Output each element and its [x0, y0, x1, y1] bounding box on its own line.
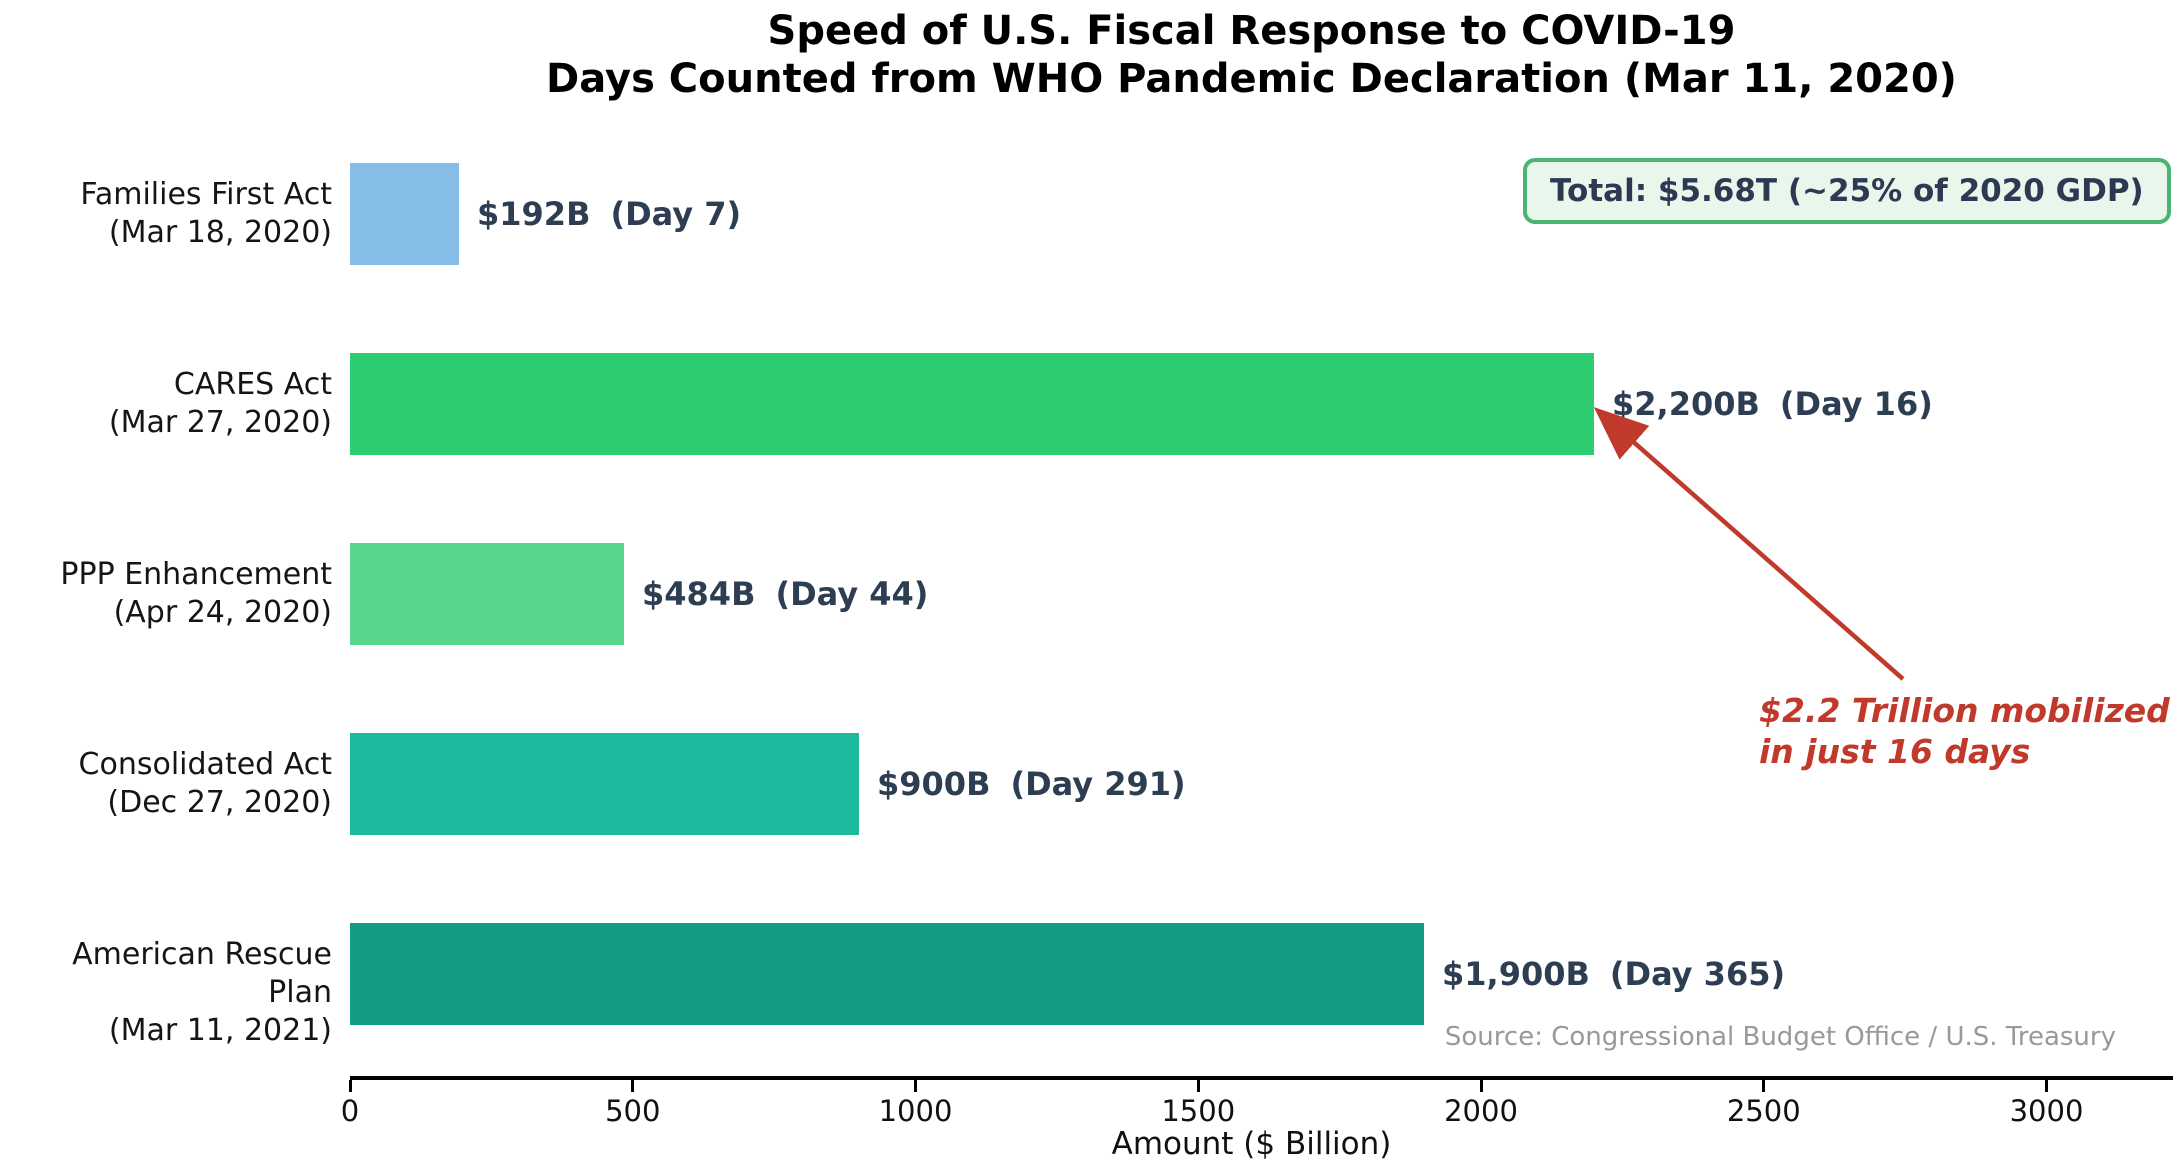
bar-value-label: $484B (Day 44) — [642, 543, 928, 645]
x-tick-label: 0 — [340, 1094, 360, 1128]
x-tick — [2045, 1080, 2048, 1092]
category-label: CARES Act (Mar 27, 2020) — [0, 366, 332, 442]
day-label: (Day 365) — [1609, 955, 1786, 993]
category-label: PPP Enhancement (Apr 24, 2020) — [0, 556, 332, 632]
x-tick — [914, 1080, 917, 1092]
amount-label: $1,900B — [1442, 955, 1590, 993]
x-tick-label: 1500 — [1161, 1094, 1236, 1128]
category-date: (Mar 27, 2020) — [108, 405, 332, 440]
x-axis-line — [350, 1076, 2173, 1080]
bar-value-label: $900B (Day 291) — [877, 733, 1186, 835]
annotation-line-2: in just 16 days — [1759, 732, 2031, 771]
day-label: (Day 291) — [1010, 765, 1186, 803]
bar — [350, 733, 859, 835]
category-date: (Dec 27, 2020) — [107, 785, 332, 820]
x-tick — [1762, 1080, 1766, 1092]
x-axis-label: Amount ($ Billion) — [1111, 1126, 1392, 1162]
category-name: PPP Enhancement — [60, 557, 332, 592]
chart-subtitle: Days Counted from WHO Pandemic Declarati… — [546, 56, 1957, 102]
x-tick-label: 2000 — [1444, 1094, 1518, 1128]
x-tick-label: 500 — [605, 1094, 661, 1128]
day-label: (Day 7) — [610, 195, 742, 233]
bar — [350, 163, 459, 265]
amount-label: $900B — [877, 765, 991, 803]
x-tick — [631, 1080, 635, 1092]
bar-value-label: $1,900B (Day 365) — [1442, 923, 1785, 1025]
category-date: (Mar 11, 2021) — [108, 1013, 332, 1048]
source-note: Source: Congressional Budget Office / U.… — [1444, 1022, 2116, 1052]
category-name: Families First Act — [80, 177, 332, 212]
day-label: (Day 16) — [1779, 385, 1933, 423]
amount-label: $2,200B — [1612, 385, 1760, 423]
x-tick — [1479, 1080, 1483, 1092]
x-tick — [348, 1080, 352, 1092]
annotation-line-1: $2.2 Trillion mobilized — [1759, 691, 2170, 730]
category-label: American Rescue Plan (Mar 11, 2021) — [0, 936, 332, 1050]
x-tick-label: 1000 — [878, 1094, 953, 1128]
category-date: (Apr 24, 2020) — [113, 595, 332, 630]
x-tick-label: 3000 — [2009, 1094, 2084, 1128]
bar — [350, 923, 1424, 1025]
x-tick-label: 2500 — [1726, 1094, 1801, 1128]
total-badge: Total: $5.68T (~25% of 2020 GDP) — [1523, 158, 2171, 224]
bar — [350, 543, 624, 645]
bar-value-label: $2,200B (Day 16) — [1612, 353, 1933, 455]
x-tick — [1196, 1080, 1200, 1092]
chart-title: Speed of U.S. Fiscal Response to COVID-1… — [767, 8, 1736, 54]
category-label: Consolidated Act (Dec 27, 2020) — [0, 746, 332, 822]
day-label: (Day 44) — [775, 575, 929, 613]
category-name: CARES Act — [173, 367, 332, 402]
bar — [350, 353, 1594, 455]
bar-value-label: $192B (Day 7) — [477, 163, 741, 265]
category-name: Consolidated Act — [78, 747, 332, 782]
annotation-text: $2.2 Trillion mobilized in just 16 days — [1759, 690, 2170, 772]
category-date: (Mar 18, 2020) — [108, 215, 332, 250]
amount-label: $192B — [477, 195, 591, 233]
amount-label: $484B — [642, 575, 756, 613]
category-name: American Rescue Plan — [72, 937, 332, 1010]
category-label: Families First Act (Mar 18, 2020) — [0, 176, 332, 252]
